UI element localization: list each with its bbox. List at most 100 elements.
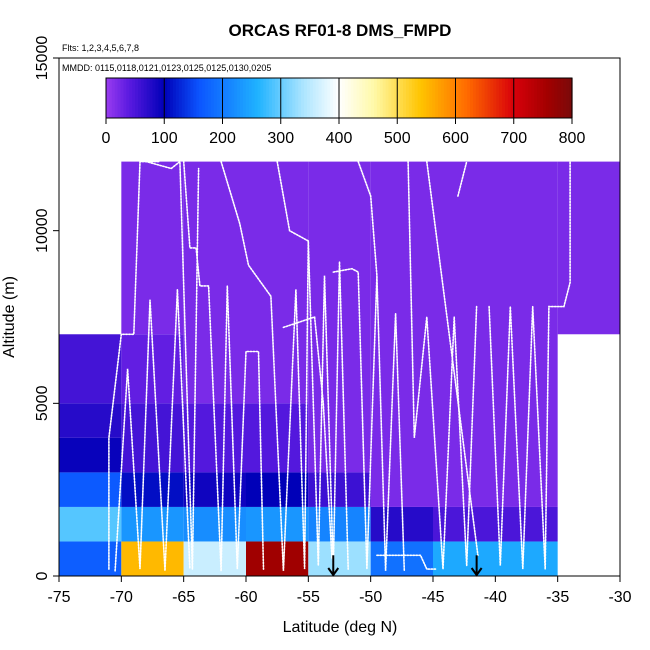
x-tick-label: -75 xyxy=(47,589,70,606)
colorbar-segment xyxy=(525,78,529,118)
colorbar-segment xyxy=(400,78,404,118)
colorbar-segment xyxy=(455,78,460,118)
colorbar-segment xyxy=(158,78,162,118)
colorbar-segment xyxy=(108,78,113,118)
colorbar-segment xyxy=(164,78,168,118)
flight-track xyxy=(332,267,406,572)
colorbar-segment xyxy=(196,78,200,118)
colorbar-segment xyxy=(292,78,296,118)
colorbar-segment xyxy=(207,78,212,118)
flight-track xyxy=(407,160,478,570)
heatmap-cell xyxy=(121,472,184,507)
colorbar-segment xyxy=(359,78,363,118)
colorbar-segment xyxy=(350,78,355,118)
flight-track xyxy=(357,160,378,277)
colorbar-segment xyxy=(505,78,509,118)
arrow-markers xyxy=(327,555,483,577)
y-tick-label: 0 xyxy=(34,571,51,580)
x-tick-label: -45 xyxy=(421,589,444,606)
colorbar-segment xyxy=(324,78,328,118)
colorbar-segment xyxy=(339,78,343,118)
dates-note: MMDD: 0115,0118,0121,0123,0125,0125,0130… xyxy=(62,63,271,73)
colorbar-segment xyxy=(429,78,433,118)
colorbar-tick-label: 300 xyxy=(267,130,294,147)
flight-track xyxy=(425,160,479,557)
colorbar-segment xyxy=(286,78,291,118)
colorbar-segment xyxy=(385,78,390,118)
y-tick-label: 10000 xyxy=(34,208,51,253)
colorbar-segment xyxy=(560,78,564,118)
colorbar-segment xyxy=(138,78,142,118)
colorbar-segment xyxy=(210,78,215,118)
colorbar-segment xyxy=(563,78,567,118)
plot-frame xyxy=(58,57,621,577)
colorbar-tick-label: 0 xyxy=(102,130,111,147)
colorbar-tick-label: 500 xyxy=(384,130,411,147)
colorbar-segment xyxy=(397,78,401,118)
colorbar-segment xyxy=(408,78,413,118)
colorbar-segment xyxy=(522,78,526,118)
arrow-head xyxy=(327,567,340,577)
colorbar-segment xyxy=(566,78,570,118)
colorbar-segment xyxy=(379,78,384,118)
x-tick-label: -50 xyxy=(359,589,382,606)
colorbar-segment xyxy=(178,78,183,118)
colorbar-segment xyxy=(170,78,174,118)
colorbar-segment xyxy=(181,78,186,118)
colorbar-segment xyxy=(272,78,276,118)
heatmap-cell xyxy=(59,334,122,404)
colorbar-segment xyxy=(231,78,235,118)
colorbar-segment xyxy=(225,78,229,118)
colorbar-segment xyxy=(545,78,550,118)
colorbar-segment xyxy=(347,78,352,118)
colorbar-segment xyxy=(234,78,238,118)
colorbar-segment xyxy=(304,78,308,118)
heatmap-cell xyxy=(59,472,122,507)
y-tick-label: 15000 xyxy=(34,36,51,81)
colorbar-segment xyxy=(237,78,241,118)
flight-track xyxy=(282,315,333,560)
colorbar-segment xyxy=(123,78,127,118)
colorbar-tick-label: 600 xyxy=(442,130,469,147)
colorbar-segment xyxy=(490,78,494,118)
heatmap-cell xyxy=(370,541,433,576)
x-tick-label: -60 xyxy=(234,589,257,606)
colorbar-segment xyxy=(167,78,171,118)
colorbar-segment xyxy=(132,78,136,118)
y-axis-label: Altitude (m) xyxy=(1,276,18,358)
heatmap-cell xyxy=(183,161,246,404)
x-tick-label: -35 xyxy=(546,589,569,606)
colorbar-segment xyxy=(484,78,489,118)
colorbar-segment xyxy=(298,78,302,118)
colorbar-segment xyxy=(376,78,381,118)
colorbar-segment xyxy=(531,78,535,118)
colorbar-segment xyxy=(557,78,561,118)
colorbar-segment xyxy=(403,78,407,118)
colorbar-segment xyxy=(417,78,422,118)
heatmap-cell xyxy=(183,541,246,576)
colorbar-segment xyxy=(502,78,506,118)
flights-note: Flts: 1,2,3,4,5,6,7,8 xyxy=(62,43,139,53)
colorbar: 0 100 200 300 400 500 600 700 800 xyxy=(102,77,585,147)
heatmap-cell xyxy=(121,506,184,542)
colorbar-segment xyxy=(175,78,180,118)
colorbar-segment xyxy=(129,78,133,118)
colorbar-segment xyxy=(513,78,518,118)
x-tick-label: -70 xyxy=(110,589,133,606)
colorbar-segment xyxy=(394,78,398,118)
heatmap-cell xyxy=(246,472,309,507)
flight-track xyxy=(488,160,571,570)
flight-track xyxy=(182,160,265,571)
colorbar-segment xyxy=(438,78,442,118)
colorbar-segment xyxy=(353,78,358,118)
colorbar-segment xyxy=(219,78,224,118)
colorbar-tick-label: 100 xyxy=(151,130,178,147)
colorbar-segment xyxy=(306,78,311,118)
colorbar-segment xyxy=(510,78,515,118)
colorbar-segment xyxy=(368,78,372,118)
colorbar-segment xyxy=(478,78,483,118)
colorbar-segment xyxy=(464,78,468,118)
colorbar-segment xyxy=(280,78,285,118)
colorbar-segment xyxy=(289,78,293,118)
